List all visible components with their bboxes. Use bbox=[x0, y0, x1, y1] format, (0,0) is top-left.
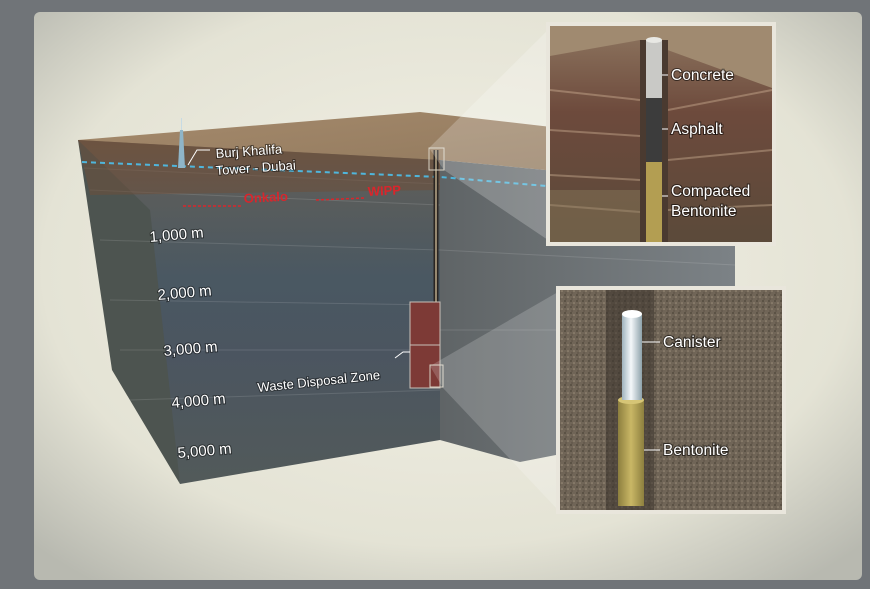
label-bentonite-seal: Bentonite bbox=[671, 203, 737, 220]
bentonite-buffer bbox=[618, 400, 644, 506]
topsoil-layer bbox=[78, 140, 440, 195]
seal-inset: Concrete Asphalt Compacted Bentonite bbox=[546, 22, 776, 246]
label-canister: Canister bbox=[663, 334, 721, 351]
asphalt-plug bbox=[646, 98, 662, 162]
canister-tube bbox=[622, 314, 642, 400]
block-left-face bbox=[78, 140, 180, 484]
landmark-leader bbox=[187, 149, 210, 166]
depth-5000: 5,000 m bbox=[177, 440, 232, 462]
landmark-label-line1: Burj Khalifa bbox=[215, 141, 283, 161]
seal-marker bbox=[428, 147, 445, 171]
facility-wipp: WIPP bbox=[367, 182, 401, 199]
canister-marker bbox=[429, 364, 444, 388]
water-table-line bbox=[81, 161, 736, 203]
canister-inset: Canister Bentonite bbox=[556, 286, 786, 514]
seal-callout-wedge bbox=[429, 30, 548, 240]
landmark-label-line2: Tower - Dubai bbox=[215, 157, 296, 178]
depth-2000: 2,000 m bbox=[157, 282, 212, 304]
concrete-plug bbox=[646, 40, 662, 98]
canister-callout-wedge bbox=[430, 292, 558, 510]
bentonite-plug bbox=[646, 162, 662, 242]
label-concrete: Concrete bbox=[671, 67, 734, 84]
depth-3000: 3,000 m bbox=[163, 338, 218, 360]
label-bentonite-buffer: Bentonite bbox=[663, 442, 729, 459]
waste-zone-leader bbox=[394, 351, 410, 359]
facility-onkalo: Onkalo bbox=[243, 189, 288, 206]
depth-1000: 1,000 m bbox=[149, 224, 204, 246]
depth-4000: 4,000 m bbox=[171, 390, 226, 412]
burj-khalifa-icon bbox=[178, 118, 185, 168]
label-compacted: Compacted bbox=[671, 183, 750, 200]
label-asphalt: Asphalt bbox=[671, 121, 723, 138]
